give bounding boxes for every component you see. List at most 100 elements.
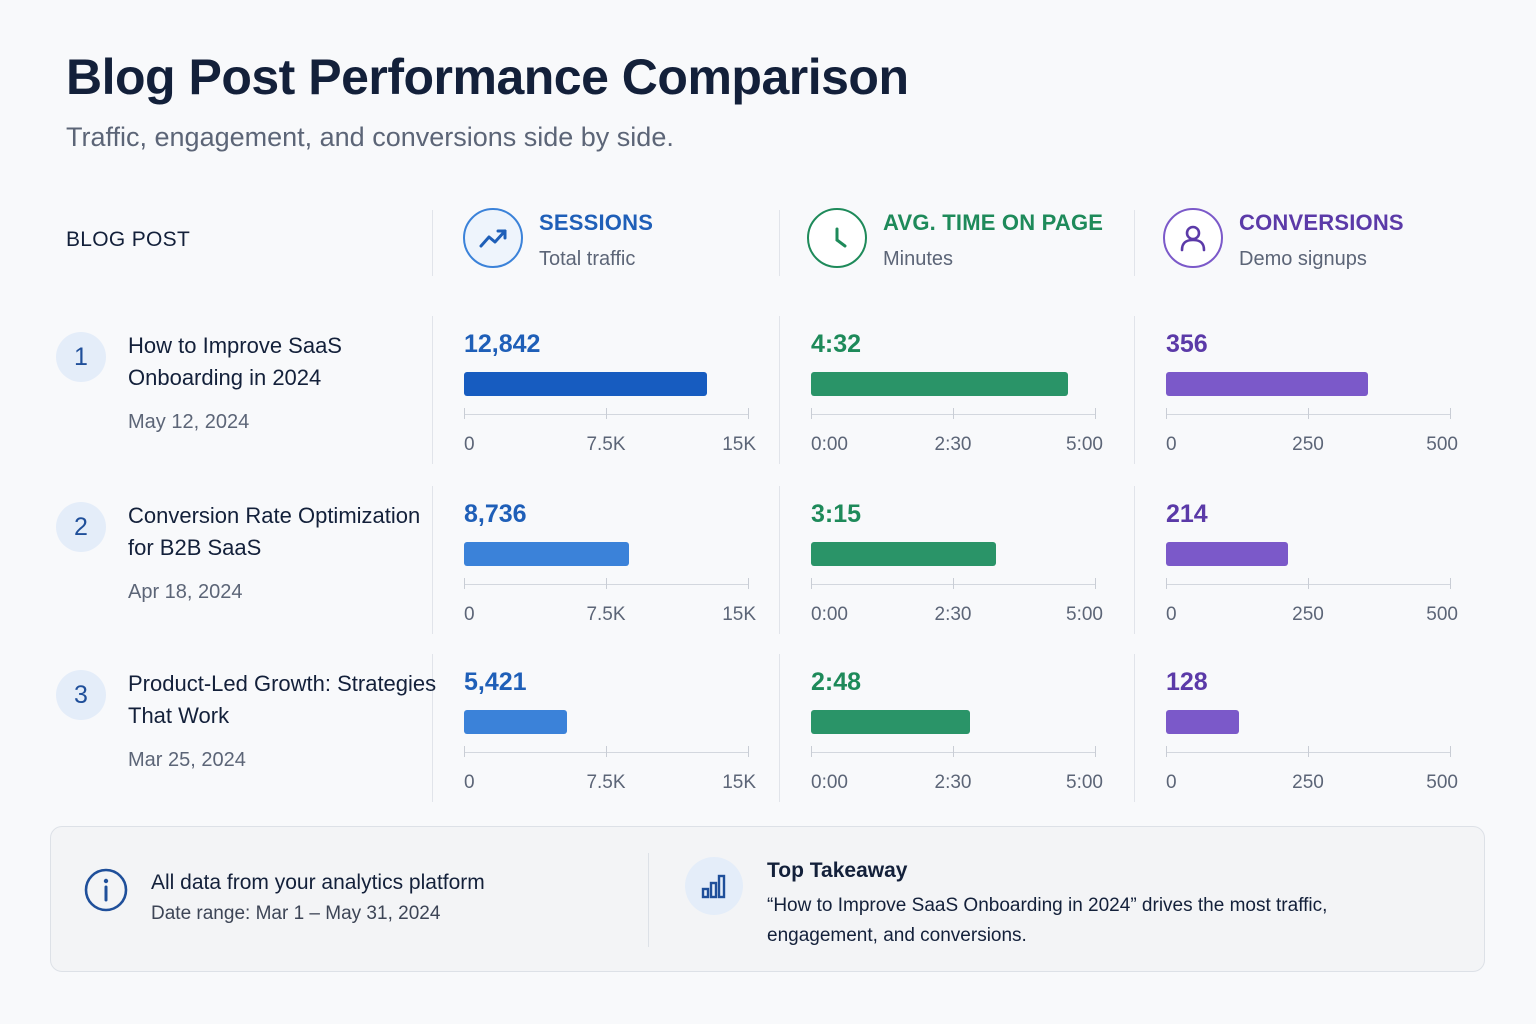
time-tick-label: 2:30 bbox=[934, 434, 972, 455]
time-value-label: 3:15 bbox=[811, 500, 862, 528]
conversions-bar bbox=[1166, 542, 1288, 566]
time-bar-track bbox=[811, 542, 1095, 566]
time-subtitle: Minutes bbox=[883, 248, 954, 270]
column-divider bbox=[432, 316, 433, 464]
time-tick-label: 5:00 bbox=[1066, 434, 1103, 455]
column-divider bbox=[779, 654, 780, 802]
conversions-tick-label: 250 bbox=[1292, 434, 1324, 455]
column-divider bbox=[1134, 654, 1135, 802]
conversions-subtitle: Demo signups bbox=[1239, 248, 1367, 270]
date-range-text: Date range: Mar 1 – May 31, 2024 bbox=[151, 903, 441, 924]
time-axis-tick bbox=[953, 408, 954, 419]
sessions-axis-tick bbox=[464, 746, 465, 757]
conversions-axis-tick bbox=[1308, 408, 1309, 419]
info-icon bbox=[83, 867, 129, 913]
post-title[interactable]: Product-Led Growth: Strategies That Work bbox=[128, 671, 437, 728]
sessions-bar-track bbox=[464, 710, 748, 734]
sessions-value-label: 5,421 bbox=[464, 668, 527, 696]
conversions-axis-tick bbox=[1450, 408, 1451, 419]
column-divider bbox=[432, 486, 433, 634]
conversions-axis-tick bbox=[1308, 746, 1309, 757]
conversions-tick-label: 0 bbox=[1166, 434, 1177, 455]
time-axis-tick bbox=[953, 578, 954, 589]
column-divider bbox=[432, 210, 433, 276]
conversions-tick-label: 250 bbox=[1292, 772, 1324, 793]
sessions-tick-label: 15K bbox=[722, 604, 756, 625]
sessions-cell: 5,421 0 7.5K 15K bbox=[464, 668, 764, 818]
time-cell: 2:48 0:00 2:30 5:00 bbox=[811, 668, 1111, 818]
column-divider bbox=[1134, 486, 1135, 634]
conversions-value-label: 128 bbox=[1166, 668, 1208, 696]
post-date: Mar 25, 2024 bbox=[128, 749, 246, 771]
time-title: AVG. TIME ON PAGE bbox=[883, 210, 1104, 235]
sessions-header: SESSIONS Total traffic bbox=[463, 208, 763, 272]
column-divider bbox=[779, 316, 780, 464]
rank-badge: 1 bbox=[56, 332, 106, 382]
conversions-tick-label: 500 bbox=[1426, 772, 1458, 793]
sessions-tick-label: 7.5K bbox=[586, 604, 626, 625]
sessions-bar-track bbox=[464, 542, 748, 566]
user-icon bbox=[1163, 208, 1223, 268]
time-axis-tick bbox=[953, 746, 954, 757]
conversions-tick-label: 0 bbox=[1166, 772, 1177, 793]
time-axis-tick bbox=[1095, 578, 1096, 589]
sessions-axis-tick bbox=[748, 746, 749, 757]
conversions-cell: 214 0 250 500 bbox=[1166, 500, 1466, 650]
takeaway-title: Top Takeaway bbox=[767, 859, 908, 882]
page-subtitle: Traffic, engagement, and conversions sid… bbox=[66, 122, 674, 152]
time-axis-tick bbox=[811, 578, 812, 589]
time-tick-label: 2:30 bbox=[934, 772, 972, 793]
time-bar-track bbox=[811, 710, 1095, 734]
time-tick-label: 0:00 bbox=[811, 434, 848, 455]
sessions-axis-tick bbox=[606, 578, 607, 589]
sessions-axis-tick bbox=[464, 408, 465, 419]
conversions-axis-tick bbox=[1308, 578, 1309, 589]
page-title: Blog Post Performance Comparison bbox=[66, 49, 909, 105]
data-source-text: All data from your analytics platform bbox=[151, 871, 485, 894]
clock-icon bbox=[807, 208, 867, 268]
conversions-cell: 128 0 250 500 bbox=[1166, 668, 1466, 818]
sessions-value-label: 8,736 bbox=[464, 500, 527, 528]
time-bar bbox=[811, 372, 1068, 396]
conversions-bar-track bbox=[1166, 710, 1450, 734]
footer-panel: All data from your analytics platform Da… bbox=[50, 826, 1485, 972]
rank-badge: 2 bbox=[56, 502, 106, 552]
time-header: AVG. TIME ON PAGE Minutes bbox=[807, 208, 1107, 272]
time-cell: 4:32 0:00 2:30 5:00 bbox=[811, 330, 1111, 480]
conversions-value-label: 356 bbox=[1166, 330, 1208, 358]
conversions-cell: 356 0 250 500 bbox=[1166, 330, 1466, 480]
time-axis-tick bbox=[811, 408, 812, 419]
time-tick-label: 0:00 bbox=[811, 604, 848, 625]
trending-up-icon bbox=[463, 208, 523, 268]
post-title[interactable]: How to Improve SaaS Onboarding in 2024 bbox=[128, 333, 342, 390]
post-title[interactable]: Conversion Rate Optimization for B2B Saa… bbox=[128, 503, 421, 560]
conversions-axis-tick bbox=[1166, 746, 1167, 757]
conversions-axis-tick bbox=[1166, 408, 1167, 419]
sessions-bar bbox=[464, 710, 567, 734]
conversions-tick-label: 250 bbox=[1292, 604, 1324, 625]
time-tick-label: 0:00 bbox=[811, 772, 848, 793]
time-axis-tick bbox=[1095, 746, 1096, 757]
bar-chart-icon bbox=[685, 857, 743, 915]
rank-badge: 3 bbox=[56, 670, 106, 720]
column-divider bbox=[779, 486, 780, 634]
conversions-axis-tick bbox=[1450, 746, 1451, 757]
sessions-subtitle: Total traffic bbox=[539, 248, 636, 270]
conversions-header: CONVERSIONS Demo signups bbox=[1163, 208, 1483, 272]
sessions-tick-label: 7.5K bbox=[586, 434, 626, 455]
sessions-tick-label: 0 bbox=[464, 434, 475, 455]
sessions-value-label: 12,842 bbox=[464, 330, 541, 358]
conversions-bar-track bbox=[1166, 372, 1450, 396]
post-date: Apr 18, 2024 bbox=[128, 581, 243, 603]
sessions-tick-label: 0 bbox=[464, 604, 475, 625]
takeaway-body: “How to Improve SaaS Onboarding in 2024”… bbox=[767, 895, 1328, 946]
conversions-tick-label: 500 bbox=[1426, 604, 1458, 625]
sessions-title: SESSIONS bbox=[539, 210, 654, 235]
time-bar bbox=[811, 710, 970, 734]
conversions-axis-tick bbox=[1450, 578, 1451, 589]
column-divider bbox=[1134, 210, 1135, 276]
sessions-bar-track bbox=[464, 372, 748, 396]
sessions-cell: 8,736 0 7.5K 15K bbox=[464, 500, 764, 650]
time-cell: 3:15 0:00 2:30 5:00 bbox=[811, 500, 1111, 650]
sessions-bar bbox=[464, 542, 629, 566]
